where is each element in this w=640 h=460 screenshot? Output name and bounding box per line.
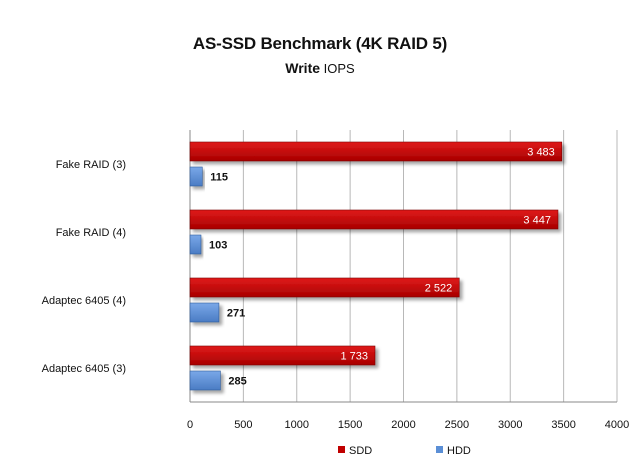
- bar-sdd: [189, 277, 460, 298]
- legend-swatch-hdd: [436, 446, 443, 453]
- bar-sdd: [189, 209, 559, 230]
- category-labels: Fake RAID (3) Fake RAID (4) Adaptec 6405 (…: [42, 159, 126, 375]
- legend-label: SDD: [349, 445, 372, 457]
- category-label: Adaptec 6405 (3): [42, 363, 126, 375]
- data-label: 285: [228, 376, 246, 388]
- data-label: 115: [210, 172, 228, 184]
- data-label: 103: [209, 240, 227, 252]
- data-label: 2 522: [425, 283, 453, 295]
- legend-swatch-sdd: [338, 446, 345, 453]
- chart-title: AS-SSD Benchmark (4K RAID 5): [192, 34, 448, 53]
- x-tick-label: 500: [234, 419, 252, 431]
- x-tick-label: 3500: [551, 419, 575, 431]
- bar-hdd: [189, 302, 220, 323]
- category-label: Adaptec 6405 (4): [42, 295, 126, 307]
- data-label: 271: [227, 308, 245, 320]
- data-label: 3 447: [523, 215, 551, 227]
- chart-subtitle: Write IOPS: [0, 60, 640, 76]
- x-tick-label: 0: [187, 419, 193, 431]
- x-tick-labels: 0 500 1000 1500 2000 2500 3000 3500 4000: [187, 419, 629, 431]
- x-tick-label: 4000: [605, 419, 629, 431]
- bar-hdd: [189, 370, 221, 391]
- legend-label: HDD: [447, 445, 471, 457]
- category-label: Fake RAID (4): [56, 227, 126, 239]
- subtitle-bold: Write: [285, 60, 321, 76]
- bar-hdd: [189, 166, 203, 187]
- bar-sdd: [189, 141, 563, 162]
- data-label: 1 733: [340, 351, 368, 363]
- bar-sdd: [189, 345, 376, 366]
- x-tick-label: 3000: [498, 419, 522, 431]
- x-tick-label: 2500: [445, 419, 469, 431]
- bars: 3 483 115 3 447 103 2 522 271 1 733 285: [189, 141, 563, 391]
- x-tick-label: 2000: [391, 419, 415, 431]
- category-label: Fake RAID (3): [56, 159, 126, 171]
- data-label: 3 483: [527, 147, 555, 159]
- bar-hdd: [189, 234, 202, 255]
- subtitle-rest: IOPS: [323, 61, 355, 76]
- x-tick-label: 1500: [338, 419, 362, 431]
- legend: SDD HDD: [338, 445, 471, 457]
- x-tick-label: 1000: [285, 419, 309, 431]
